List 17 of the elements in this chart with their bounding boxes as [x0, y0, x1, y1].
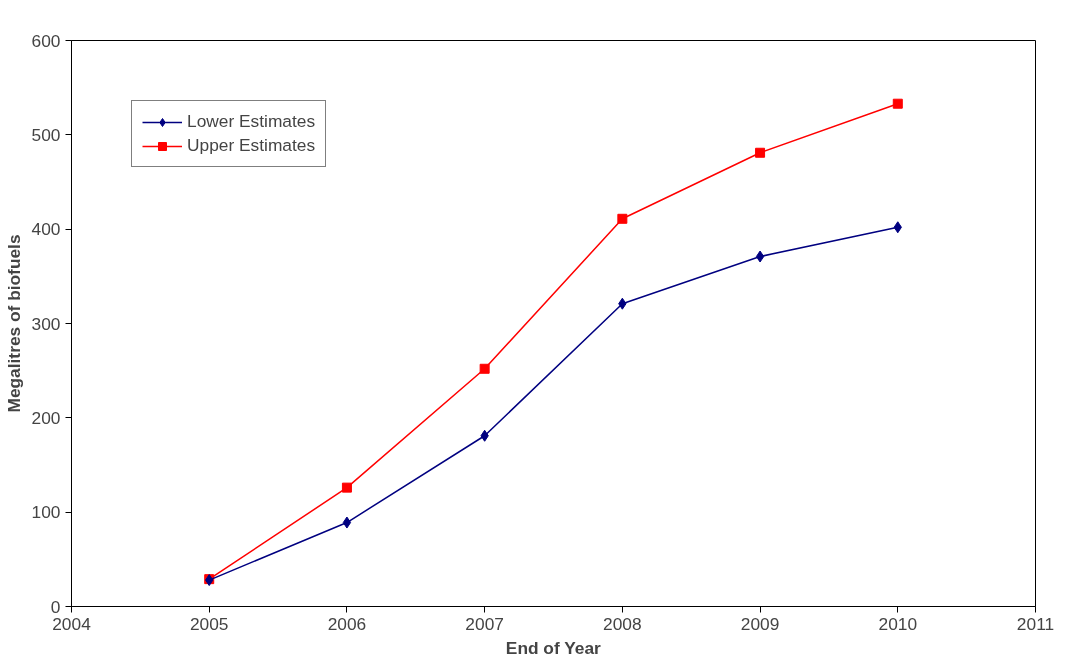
x-tick-label: 2010: [878, 613, 918, 634]
y-tick-label: 200: [31, 407, 61, 428]
x-axis-title: End of Year: [505, 637, 602, 658]
y-axis-title: Megalitres of biofuels: [3, 234, 24, 413]
y-tick-label: 500: [31, 124, 61, 145]
x-tick-label: 2011: [1016, 613, 1055, 634]
x-tick-label: 2005: [189, 613, 229, 634]
x-tick-label: 2007: [465, 613, 504, 634]
y-tick-label: 300: [31, 313, 61, 334]
legend-label: Lower Estimates: [187, 111, 316, 132]
legend-label: Upper Estimates: [187, 135, 316, 156]
y-tick-label: 400: [31, 219, 61, 240]
x-tick-label: 2006: [327, 613, 367, 634]
x-tick-label: 2009: [740, 613, 780, 634]
y-tick-label: 600: [31, 30, 61, 51]
x-tick-label: 2008: [603, 613, 642, 634]
y-tick-label: 100: [31, 502, 61, 523]
